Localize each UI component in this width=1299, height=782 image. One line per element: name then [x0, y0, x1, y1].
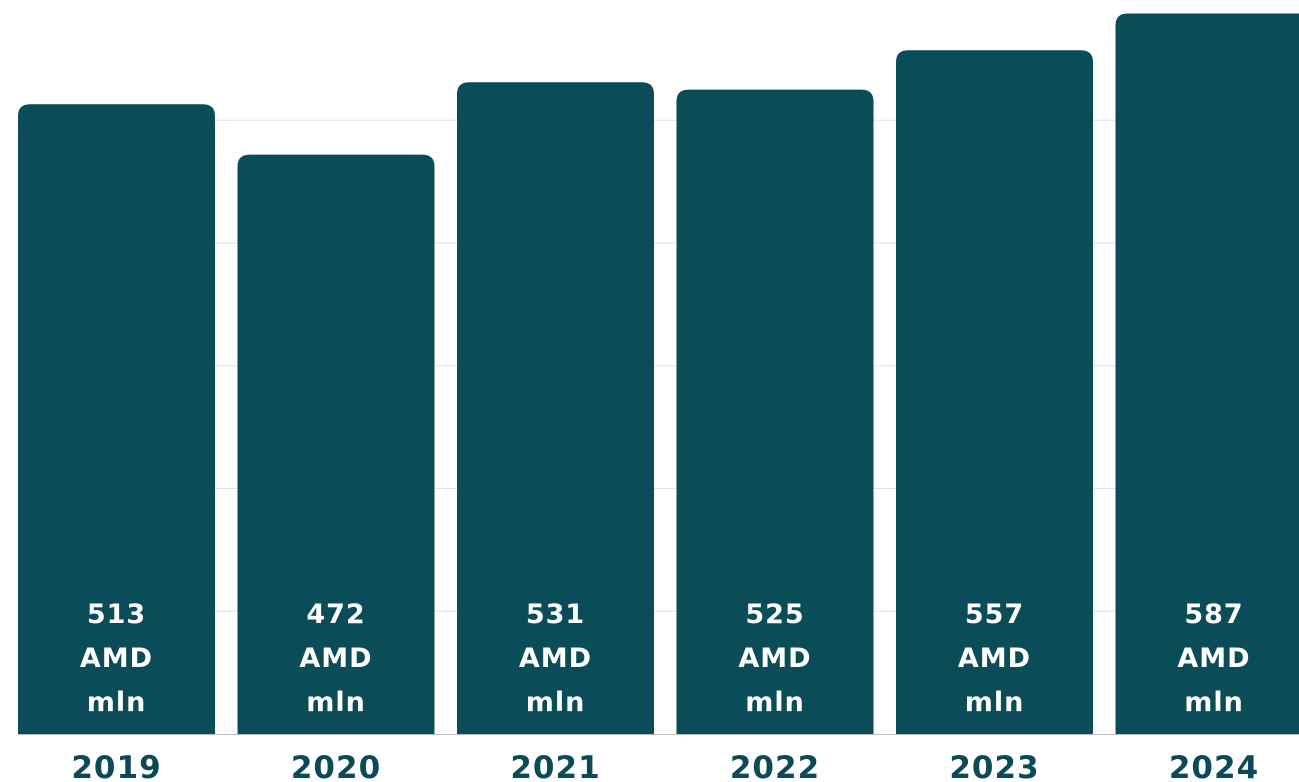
bar-2020 — [237, 154, 435, 734]
bar-value-label: 587 — [1184, 599, 1243, 630]
x-axis: 2019 2020 2021 2022 2023 2024 — [18, 734, 1299, 782]
bar-value-label: 531 — [526, 599, 585, 630]
bar-value-label: AMD — [80, 643, 153, 674]
bar-value-label: AMD — [519, 643, 592, 674]
bar-value-label: mln — [745, 687, 805, 718]
bar-value-label: mln — [87, 687, 147, 718]
x-tick-label: 2024 — [1169, 750, 1259, 782]
bar-value-label: 557 — [965, 599, 1024, 630]
bar-2021 — [457, 82, 654, 734]
bar-value-label: mln — [306, 687, 366, 718]
bar-value-label: 472 — [306, 599, 365, 630]
bar-2024 — [1115, 13, 1299, 734]
bar-2022 — [676, 89, 874, 734]
bar-value-label: mln — [965, 687, 1025, 718]
x-tick-label: 2020 — [291, 750, 381, 782]
bar-value-labels: 513 AMD mln 472 AMD mln 531 AMD mln 525 AMD mln 557 A… — [80, 599, 1250, 718]
x-tick-label: 2023 — [949, 750, 1039, 782]
bar-value-label: 513 — [87, 599, 146, 630]
bar-value-label: AMD — [299, 643, 372, 674]
bar-2019 — [18, 104, 215, 735]
x-tick-label: 2022 — [730, 750, 820, 782]
bar-2023 — [896, 50, 1093, 735]
bars — [18, 13, 1299, 735]
x-tick-label: 2019 — [71, 750, 161, 782]
bar-value-label: 525 — [745, 599, 804, 630]
bar-value-label: mln — [526, 687, 586, 718]
x-tick-label: 2021 — [510, 750, 600, 782]
bar-value-label: AMD — [738, 643, 811, 674]
bar-value-label: AMD — [1177, 643, 1250, 674]
bar-value-label: AMD — [958, 643, 1031, 674]
bar-value-label: mln — [1184, 687, 1244, 718]
